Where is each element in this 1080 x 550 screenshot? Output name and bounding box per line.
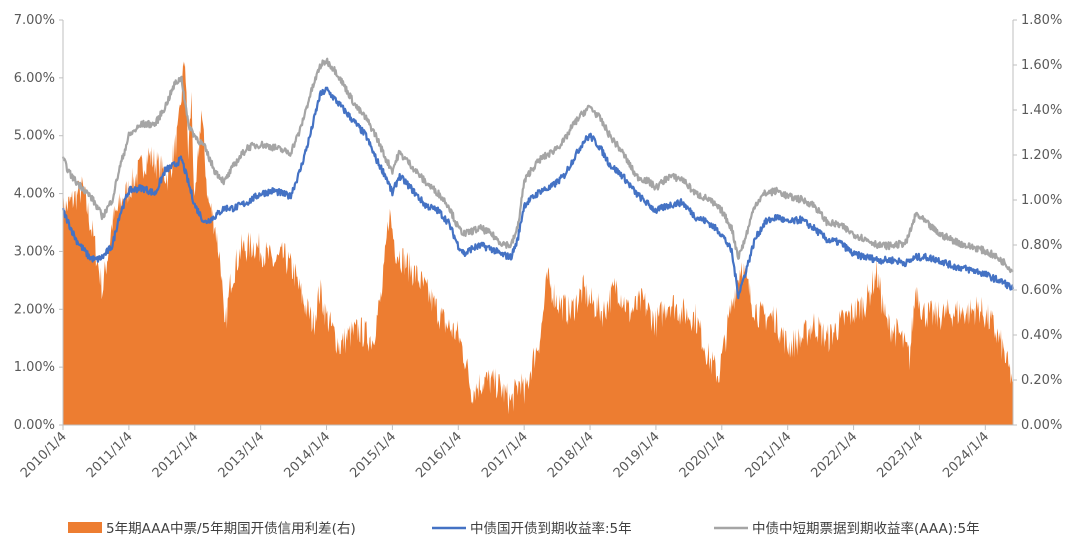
- x-axis-ticks: 2010/1/4 2011/1/4 2012/1/4 2013/1/4 2014/1/4…: [18, 425, 992, 481]
- x-tick-label: 2010/1/4: [18, 429, 70, 481]
- left-tick-label: 0.00%: [14, 418, 55, 433]
- x-tick-label: 2017/1/4: [479, 429, 531, 481]
- left-tick-label: 5.00%: [14, 129, 55, 144]
- right-tick-label: 1.40%: [1021, 103, 1062, 118]
- legend-swatch-area: [68, 522, 102, 533]
- x-tick-label: 2024/1/4: [940, 429, 992, 481]
- left-tick-label: 7.00%: [14, 13, 55, 28]
- x-tick-label: 2019/1/4: [611, 429, 663, 481]
- x-tick-label: 2015/1/4: [347, 429, 399, 481]
- right-tick-label: 0.80%: [1021, 238, 1062, 253]
- series-line-mtn-yield: [61, 57, 1014, 274]
- x-tick-label: 2013/1/4: [216, 429, 268, 481]
- series-area-credit-spread: [63, 61, 1013, 426]
- right-tick-label: 0.60%: [1021, 283, 1062, 298]
- right-tick-label: 1.60%: [1021, 58, 1062, 73]
- right-axis-ticks: 1.80% 1.60% 1.40% 1.20% 1.00% 0.80% 0.60% 0.40%…: [1013, 13, 1062, 433]
- legend-label: 5年期AAA中票/5年期国开债信用利差(右): [106, 521, 356, 537]
- area-layer: [63, 61, 1013, 426]
- right-tick-label: 1.20%: [1021, 148, 1062, 163]
- x-tick-label: 2012/1/4: [150, 429, 202, 481]
- left-tick-label: 6.00%: [14, 71, 55, 86]
- legend: 5年期AAA中票/5年期国开债信用利差(右) 中债国开债到期收益率:5年 中债中短期…: [68, 520, 980, 537]
- series-line-cdb-yield: [61, 86, 1015, 300]
- left-tick-label: 1.00%: [14, 360, 55, 375]
- right-tick-label: 0.40%: [1021, 328, 1062, 343]
- right-tick-label: 1.80%: [1021, 13, 1062, 28]
- x-tick-label: 2014/1/4: [281, 429, 333, 481]
- legend-label: 中债国开债到期收益率:5年: [470, 520, 632, 537]
- legend-label: 中债中短期票据到期收益率(AAA):5年: [752, 520, 980, 537]
- axes-layer: [62, 20, 1014, 426]
- x-tick-label: 2018/1/4: [545, 429, 597, 481]
- right-tick-label: 0.00%: [1021, 418, 1062, 433]
- line-layer: [61, 57, 1015, 300]
- left-axis-ticks: 7.00% 6.00% 5.00% 4.00% 3.00% 2.00% 1.00% 0.00%: [14, 13, 63, 433]
- x-tick-label: 2022/1/4: [809, 429, 861, 481]
- x-tick-label: 2020/1/4: [677, 429, 729, 481]
- right-tick-label: 0.20%: [1021, 373, 1062, 388]
- right-tick-label: 1.00%: [1021, 193, 1062, 208]
- x-tick-label: 2016/1/4: [413, 429, 465, 481]
- left-tick-label: 4.00%: [14, 187, 55, 202]
- x-tick-label: 2021/1/4: [743, 429, 795, 481]
- left-tick-label: 2.00%: [14, 302, 55, 317]
- x-tick-label: 2023/1/4: [874, 429, 926, 481]
- x-tick-label: 2011/1/4: [84, 429, 136, 481]
- left-tick-label: 3.00%: [14, 244, 55, 259]
